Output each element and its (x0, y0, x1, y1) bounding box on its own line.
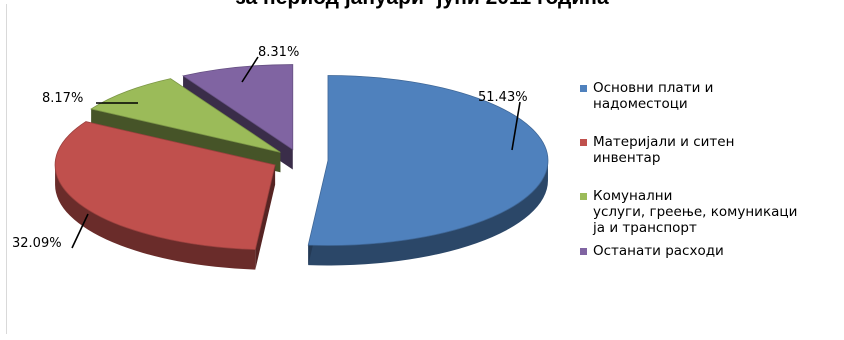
legend-label: Материјали и ситен (593, 134, 734, 150)
pie-slice (54, 121, 276, 270)
pie-slice-top (307, 75, 549, 246)
leader-line (71, 213, 89, 249)
pie-slice-top (90, 78, 281, 153)
legend-label: инвентар (593, 150, 660, 166)
legend-label: услуги, греење, комуникаци (593, 204, 797, 220)
data-label: 8.31% (258, 45, 299, 60)
pie-slice-side (308, 160, 548, 266)
legend-label: ја и транспорт (592, 220, 697, 236)
chart-area (6, 4, 837, 334)
pie-slice-side (55, 164, 256, 270)
legend-label: Основни плати и (593, 80, 713, 96)
leader-line (241, 56, 259, 83)
legend-swatch (580, 193, 587, 200)
data-label: 8.17% (42, 91, 83, 106)
legend-label: Останати расходи (593, 243, 724, 259)
legend-label: Комунални (593, 188, 672, 204)
leader-line (511, 101, 521, 151)
legend-swatch (580, 85, 587, 92)
pie-slice-top (182, 64, 294, 151)
pie-slice-top (54, 121, 276, 250)
legend-swatch (580, 248, 587, 255)
data-label: 51.43% (478, 90, 528, 105)
legend-label: надоместоци (593, 96, 688, 112)
data-label: 32.09% (12, 236, 62, 251)
pie-slice-cut (255, 164, 276, 270)
legend-swatch (580, 139, 587, 146)
pie-slice (307, 75, 549, 266)
chart-title: за период јануари- јуни 2011 година (0, 0, 844, 10)
